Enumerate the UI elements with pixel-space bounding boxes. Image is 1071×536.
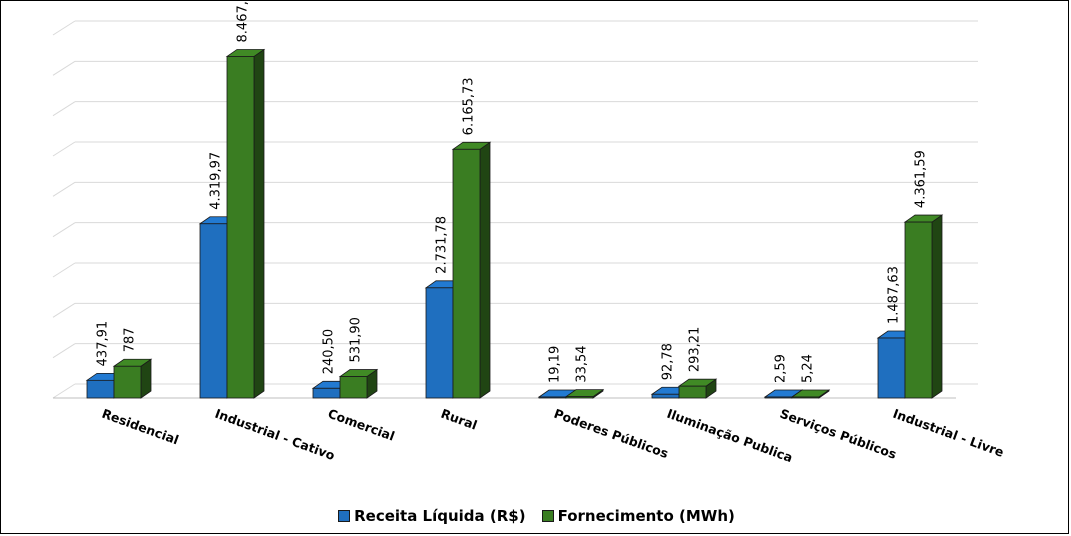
data-label: 92,78 [661, 343, 676, 380]
category-label: Industrial - Cativo [213, 406, 337, 463]
bar-side [931, 214, 943, 399]
gridline-diag [52, 343, 76, 359]
data-label: 293,21 [688, 327, 703, 373]
bar-side [479, 141, 491, 399]
category-label: Residencial [100, 406, 181, 448]
bar [790, 389, 831, 399]
bar-front [651, 393, 680, 399]
bar [677, 378, 718, 399]
data-label: 2.731,78 [435, 216, 450, 274]
data-label: 240,50 [322, 329, 337, 375]
bar-front [86, 379, 115, 399]
data-labels: 437,91 787 4.319,97 8.467,56 240,50 531,90 2.7… [96, 1, 929, 383]
data-label: 787 [123, 327, 138, 352]
data-label: 1.487,63 [887, 266, 902, 324]
legend-swatch-receita [338, 510, 351, 522]
gridline-diag [52, 302, 76, 318]
data-label: 4.319,97 [209, 152, 224, 210]
bar-front [113, 365, 142, 399]
bar-front [678, 385, 707, 399]
gridline-diag [52, 181, 76, 197]
gridline-diag [52, 222, 76, 238]
legend-label-receita: Receita Líquida (R$) [354, 507, 526, 525]
data-label: 6.165,73 [462, 77, 477, 135]
bar [338, 368, 379, 399]
legend-item-receita: Receita Líquida (R$) [338, 507, 526, 525]
bar [451, 141, 492, 399]
bar-front [425, 287, 454, 399]
data-label: 2,59 [774, 354, 789, 383]
bar-front [791, 396, 820, 399]
bar-side [253, 48, 265, 399]
category-label: Poderes Públicos [552, 406, 670, 461]
gridline-diag [52, 20, 76, 36]
gridline-diag [52, 60, 76, 76]
data-label: 19,19 [548, 346, 563, 383]
legend-item-fornecimento: Fornecimento (MWh) [541, 507, 735, 525]
gridline-diag [52, 262, 76, 278]
gridline-diag [52, 383, 76, 399]
data-label: 5,24 [801, 354, 816, 383]
data-label: 4.361,59 [914, 150, 929, 208]
bar-front [199, 223, 228, 399]
data-label: 531,90 [349, 317, 364, 363]
bar-front [904, 221, 933, 399]
data-label: 33,54 [575, 345, 590, 382]
category-label: Rural [439, 406, 479, 433]
data-label: 437,91 [96, 321, 111, 367]
bar-front [312, 387, 341, 399]
bar [112, 358, 153, 399]
legend-label-fornecimento: Fornecimento (MWh) [557, 507, 735, 525]
gridline-diag [52, 101, 76, 117]
bar [564, 388, 605, 399]
bar-front [877, 337, 906, 399]
legend: Receita Líquida (R$) Fornecimento (MWh) [1, 507, 1071, 525]
bars [85, 48, 944, 399]
bar [903, 214, 944, 399]
bar-front [452, 148, 481, 399]
category-label: Comercial [326, 406, 397, 444]
bar-front [764, 396, 793, 399]
category-label: Industrial - Livre [891, 406, 1006, 460]
gridlines [52, 20, 978, 399]
bar-front [226, 56, 255, 399]
bar-chart: 437,91 787 4.319,97 8.467,56 240,50 531,90 2.7… [52, 1, 1006, 465]
bar-front [339, 376, 368, 399]
legend-swatch-fornecimento [541, 510, 554, 522]
data-label: 8.467,56 [236, 1, 251, 42]
bar [225, 48, 266, 399]
bar-front [538, 396, 567, 399]
bar-front [565, 396, 594, 399]
category-label: Iluminação Publica [665, 406, 795, 465]
gridline-diag [52, 141, 76, 157]
category-label: Serviços Públicos [778, 406, 899, 462]
